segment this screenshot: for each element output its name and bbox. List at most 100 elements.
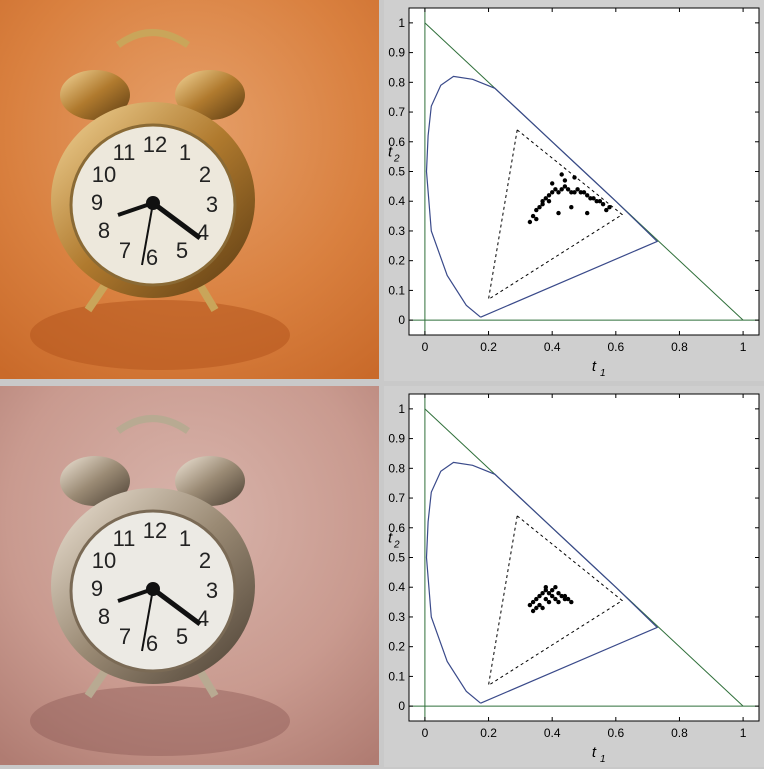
data-point (550, 588, 555, 593)
data-point (572, 190, 577, 195)
gamut-triangle (487, 515, 624, 687)
data-point (534, 605, 539, 611)
data-point (546, 591, 552, 596)
y-tick-label: 0.6 (388, 521, 405, 535)
clock-numeral: 6 (146, 245, 158, 270)
data-point (527, 219, 533, 225)
y-tick-label: 0.1 (388, 669, 405, 683)
clock-face-numerals-top: 12 1 2 3 4 5 6 7 8 9 10 11 (91, 132, 218, 270)
y-tick-label: 0 (398, 313, 405, 327)
y-tick-label: 0.6 (388, 135, 405, 149)
clock-numeral: 10 (92, 162, 116, 187)
data-point (569, 205, 574, 210)
data-point (559, 172, 564, 177)
y-tick-label: 0.9 (388, 46, 405, 60)
clock-numeral: 11 (113, 526, 136, 551)
data-point (553, 585, 558, 590)
clock-numeral: 3 (206, 192, 218, 217)
clock-numeral: 8 (98, 604, 110, 629)
data-point (530, 608, 536, 614)
data-point (556, 210, 561, 216)
y-tick-label: 0.2 (388, 254, 405, 268)
y-tick-label: 0.4 (388, 194, 405, 208)
data-point (600, 202, 606, 207)
data-point (530, 599, 536, 605)
data-point (543, 196, 548, 201)
clock-numeral: 7 (119, 624, 131, 649)
data-point (585, 193, 590, 198)
data-point (559, 593, 564, 599)
data-point (553, 596, 558, 602)
clock-image-bottom: 12 1 2 3 4 5 6 7 8 9 10 11 (0, 386, 379, 765)
data-point (565, 187, 571, 192)
clock-image-top: 12 1 2 3 4 5 6 7 8 9 10 11 (0, 0, 379, 379)
x-tick-label: 0.4 (544, 340, 561, 354)
clock-numeral: 4 (197, 220, 209, 245)
clock-numeral: 1 (179, 140, 191, 165)
clock-numeral: 10 (92, 548, 116, 573)
data-point (550, 181, 555, 186)
clock-numeral: 3 (206, 578, 218, 603)
data-point (585, 210, 590, 216)
y-tick-label: 0.5 (388, 551, 405, 565)
alarm-clock-photo-corrected: 12 1 2 3 4 5 6 7 8 9 10 11 (0, 386, 379, 765)
data-point (607, 205, 612, 210)
data-point (562, 178, 568, 183)
y-tick-label: 0.2 (388, 640, 405, 654)
data-point (556, 591, 561, 596)
x-tick-label: 0.4 (544, 726, 561, 740)
clock-numeral: 1 (179, 526, 191, 551)
data-point (540, 605, 545, 611)
data-point (578, 190, 583, 195)
gamut-triangle (487, 129, 624, 301)
clock-numeral: 5 (176, 624, 188, 649)
x-tick-label: 0.6 (607, 340, 624, 354)
x-tick-label: 0.6 (607, 726, 624, 740)
y-tick-label: 0.7 (388, 105, 405, 119)
y-tick-label: 0.9 (388, 432, 405, 446)
data-point (550, 593, 555, 599)
chromaticity-plot-top: 0 0.2 0.4 0.6 0.8 1 0 0.1 0.2 0.3 0.4 0.5 0.6 0.7 0.8 0… (384, 0, 764, 381)
x-tick-label: 1 (740, 340, 747, 354)
chromaticity-plot-bottom: 0 0.2 0.4 0.6 0.8 1 0 0.1 0.2 0.3 0.4 0.5 0.6 0.7 0.8 0… (384, 386, 764, 767)
data-point (540, 591, 545, 596)
clock-numeral: 9 (91, 576, 103, 601)
data-point (546, 199, 552, 204)
x-tick-label: 0.2 (480, 340, 497, 354)
data-point (537, 602, 542, 608)
data-point (591, 196, 596, 201)
data-point (565, 596, 571, 602)
x-tick-label: 0.8 (671, 340, 688, 354)
data-point (553, 187, 558, 192)
data-point (556, 599, 561, 605)
y-tick-label: 0.8 (388, 75, 405, 89)
x-axis-label-subscript: 1 (600, 754, 606, 765)
x-tick-label: 1 (740, 726, 747, 740)
data-point (562, 184, 568, 189)
chromaticity-chart-bottom: 0 0.2 0.4 0.6 0.8 1 0 0.1 0.2 0.3 0.4 0.5 0.6 0.7 0.8 0… (388, 393, 760, 765)
clock-numeral: 7 (119, 238, 131, 263)
y-tick-label: 1 (398, 402, 405, 416)
y-tick-label: 0.3 (388, 224, 405, 238)
clock-numeral: 4 (197, 606, 209, 631)
x-axis-label-subscript: 1 (600, 368, 606, 379)
data-point (581, 190, 587, 195)
clock-numeral: 5 (176, 238, 188, 263)
clock-numeral: 8 (98, 218, 110, 243)
data-point (572, 175, 577, 180)
data-point (575, 187, 580, 192)
y-tick-label: 0.4 (388, 580, 405, 594)
y-tick-label: 1 (398, 16, 405, 30)
y-tick-label: 0 (398, 699, 405, 713)
clock-numeral: 11 (113, 140, 136, 165)
y-tick-label: 0.3 (388, 610, 405, 624)
data-point (534, 216, 539, 222)
data-point (569, 599, 574, 605)
data-point (534, 207, 539, 213)
data-point (546, 193, 552, 198)
data-point (562, 596, 568, 602)
data-point (527, 602, 533, 608)
y-tick-label: 0.7 (388, 491, 405, 505)
alarm-clock-photo-original: 12 1 2 3 4 5 6 7 8 9 10 11 (0, 0, 379, 379)
y-axis-label-subscript: 2 (393, 154, 400, 165)
